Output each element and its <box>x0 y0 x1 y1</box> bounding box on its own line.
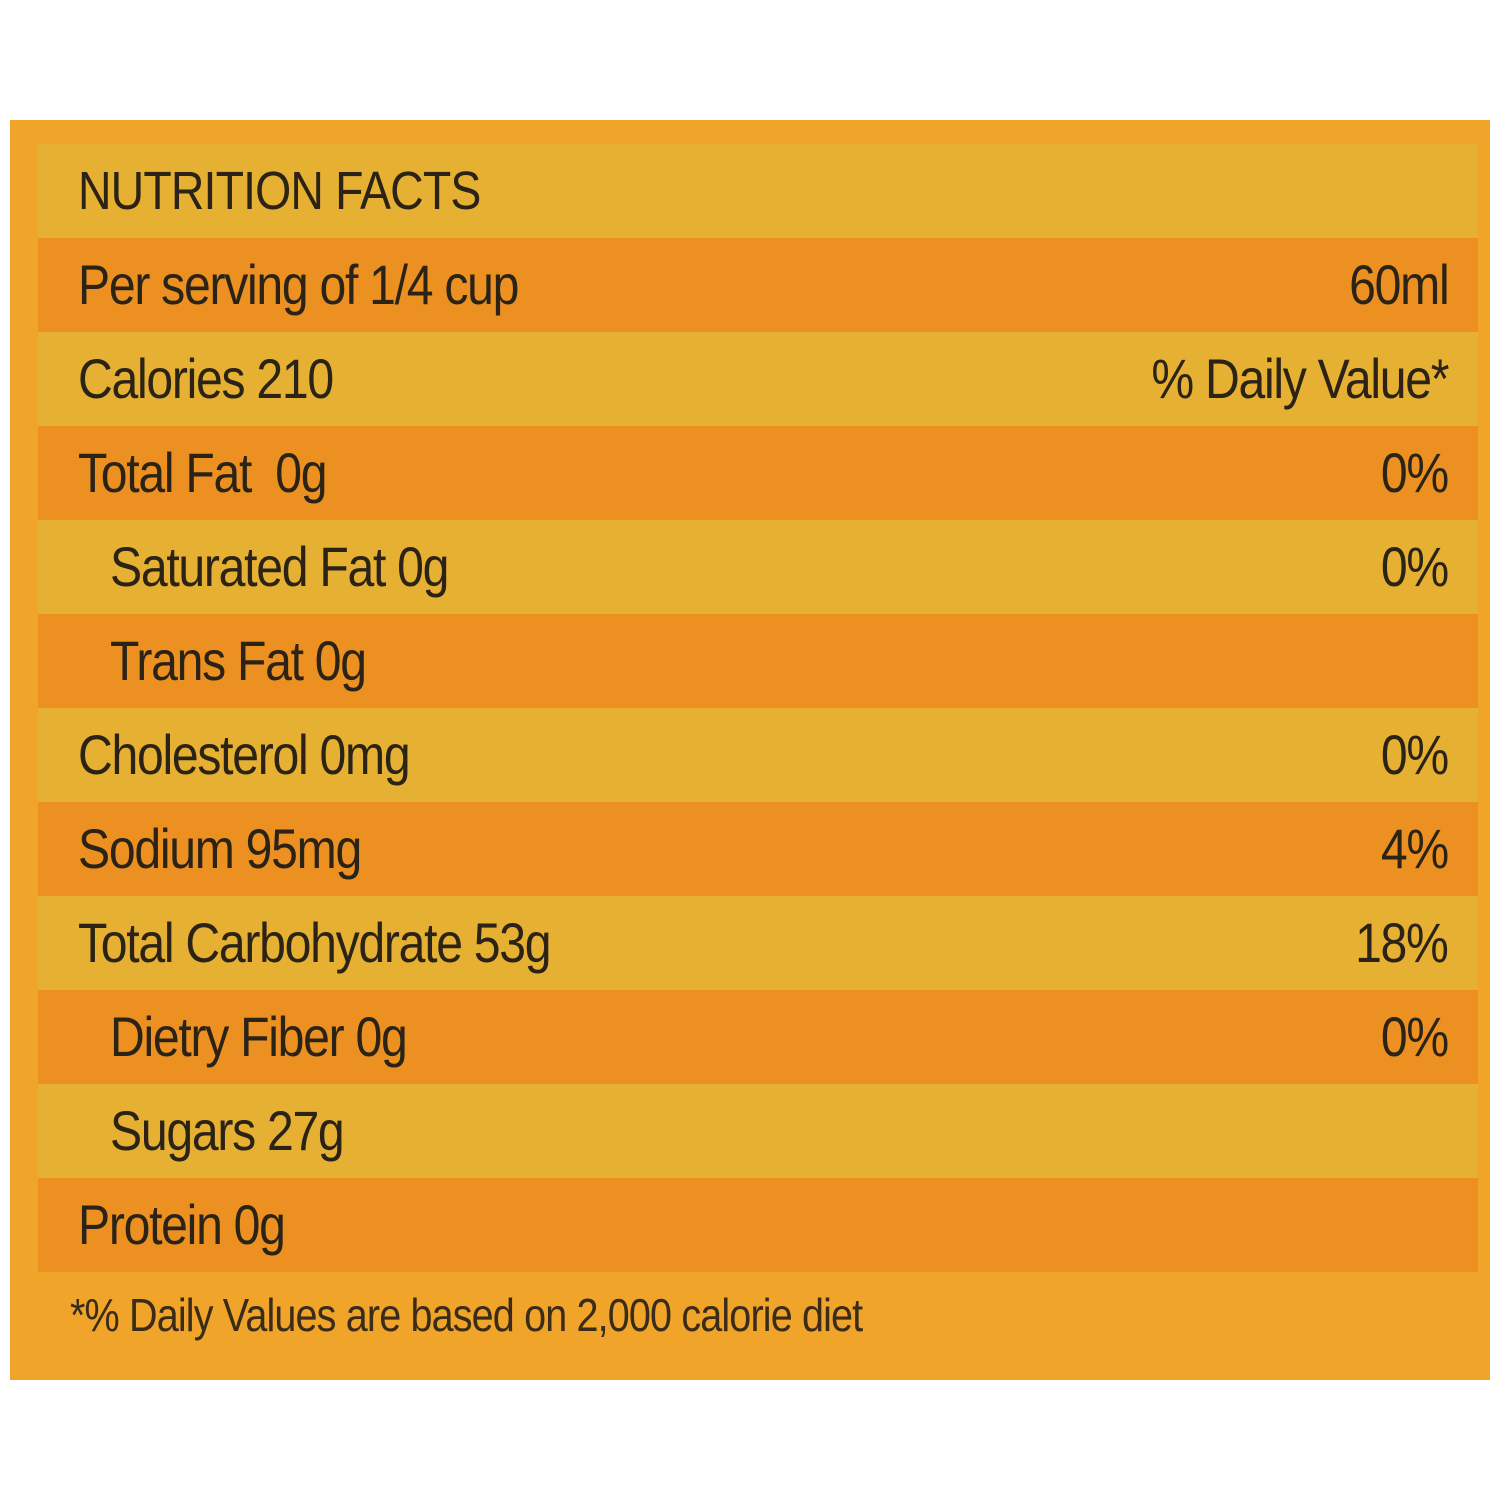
nutrient-daily-value: 4% <box>1380 817 1449 880</box>
nutrient-row-trans-fat: Trans Fat 0g <box>38 614 1478 708</box>
nutrient-row-saturated-fat: Saturated Fat 0g 0% <box>38 520 1478 614</box>
serving-size-value: 60ml <box>1348 253 1450 316</box>
nutrient-label: Dietry Fiber 0g <box>110 1005 408 1068</box>
nutrient-daily-value: 0% <box>1380 723 1449 786</box>
nutrition-facts-title-row: NUTRITION FACTS <box>38 144 1478 238</box>
nutrient-row-dietry-fiber: Dietry Fiber 0g 0% <box>38 990 1478 1084</box>
daily-value-footnote: *% Daily Values are based on 2,000 calor… <box>70 1289 863 1341</box>
nutrient-label: Cholesterol 0mg <box>78 723 411 786</box>
nutrient-label: Trans Fat 0g <box>110 629 367 692</box>
nutrient-label: Total Fat 0g <box>78 441 328 504</box>
nutrition-facts-title: NUTRITION FACTS <box>78 161 481 221</box>
serving-row: Per serving of 1/4 cup 60ml <box>38 238 1478 332</box>
nutrition-facts-panel: NUTRITION FACTS Per serving of 1/4 cup 6… <box>10 120 1490 1380</box>
calories-row: Calories 210 % Daily Value* <box>38 332 1478 426</box>
nutrient-daily-value: 0% <box>1380 441 1449 504</box>
nutrient-row-protein: Protein 0g <box>38 1178 1478 1272</box>
nutrient-label: Saturated Fat 0g <box>110 535 449 598</box>
serving-size-label: Per serving of 1/4 cup <box>78 253 519 316</box>
daily-value-header: % Daily Value* <box>1151 347 1449 410</box>
nutrient-label: Protein 0g <box>78 1193 286 1256</box>
nutrient-label: Total Carbohydrate 53g <box>78 911 552 974</box>
nutrient-row-sugars: Sugars 27g <box>38 1084 1478 1178</box>
nutrient-daily-value: 18% <box>1355 911 1449 974</box>
nutrient-label: Sodium 95mg <box>78 817 362 880</box>
nutrient-daily-value: 0% <box>1380 1005 1449 1068</box>
calories-label: Calories 210 <box>78 347 334 410</box>
nutrient-row-sodium: Sodium 95mg 4% <box>38 802 1478 896</box>
nutrient-daily-value: 0% <box>1380 535 1449 598</box>
nutrient-label: Sugars 27g <box>110 1099 345 1162</box>
nutrient-row-total-fat: Total Fat 0g 0% <box>38 426 1478 520</box>
nutrient-row-total-carbohydrate: Total Carbohydrate 53g 18% <box>38 896 1478 990</box>
nutrient-row-cholesterol: Cholesterol 0mg 0% <box>38 708 1478 802</box>
